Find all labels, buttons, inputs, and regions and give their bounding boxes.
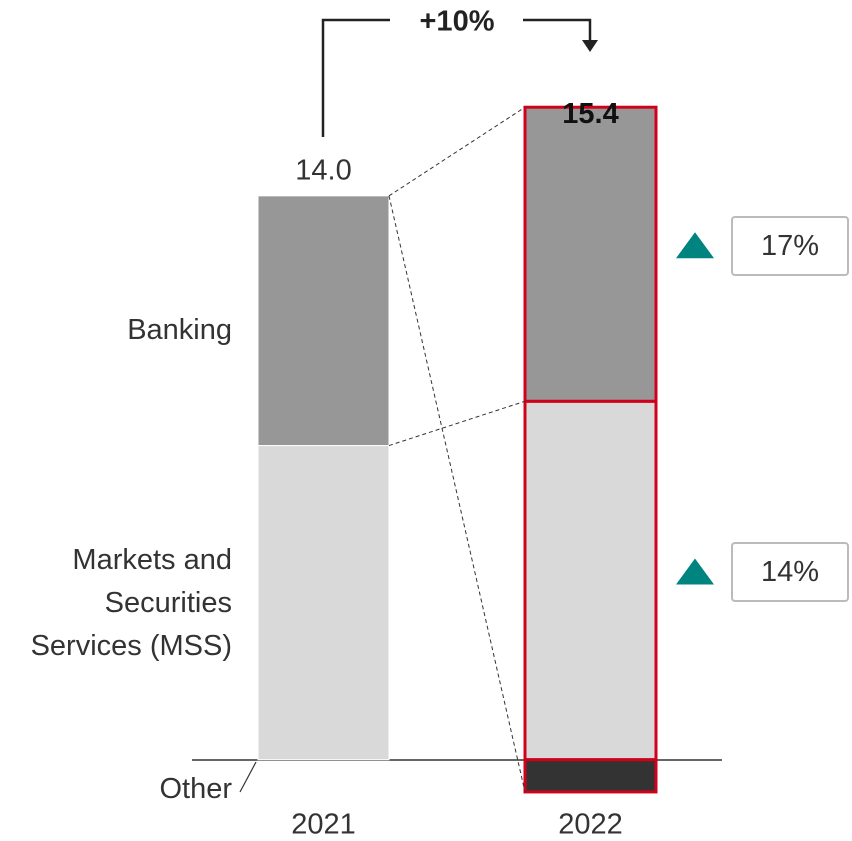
connector — [388, 400, 526, 447]
bar-segment — [257, 195, 390, 447]
growth-label: 14% — [731, 542, 849, 603]
growth-label: 17% — [731, 216, 849, 277]
bar-segment — [257, 445, 390, 761]
x-tick-label: 2022 — [558, 809, 623, 841]
series-label: Markets and Securities Services (MSS) — [30, 543, 232, 662]
other-leader — [239, 761, 257, 793]
connector — [388, 195, 526, 793]
x-tick-label: 2021 — [291, 809, 356, 841]
growth-triangle — [676, 232, 714, 259]
bar-segment — [523, 399, 658, 762]
series-label: Banking — [127, 313, 232, 346]
growth-triangle — [676, 558, 714, 585]
arrow-head — [582, 40, 598, 52]
change-label: +10% — [420, 6, 495, 38]
change-arrow — [321, 18, 592, 137]
total-label: 14.0 — [295, 154, 351, 186]
connector — [388, 106, 526, 197]
bar-segment — [523, 105, 658, 403]
series-label: Other — [159, 773, 232, 805]
total-label: 15.4 — [562, 98, 618, 130]
bar-segment — [523, 758, 658, 794]
